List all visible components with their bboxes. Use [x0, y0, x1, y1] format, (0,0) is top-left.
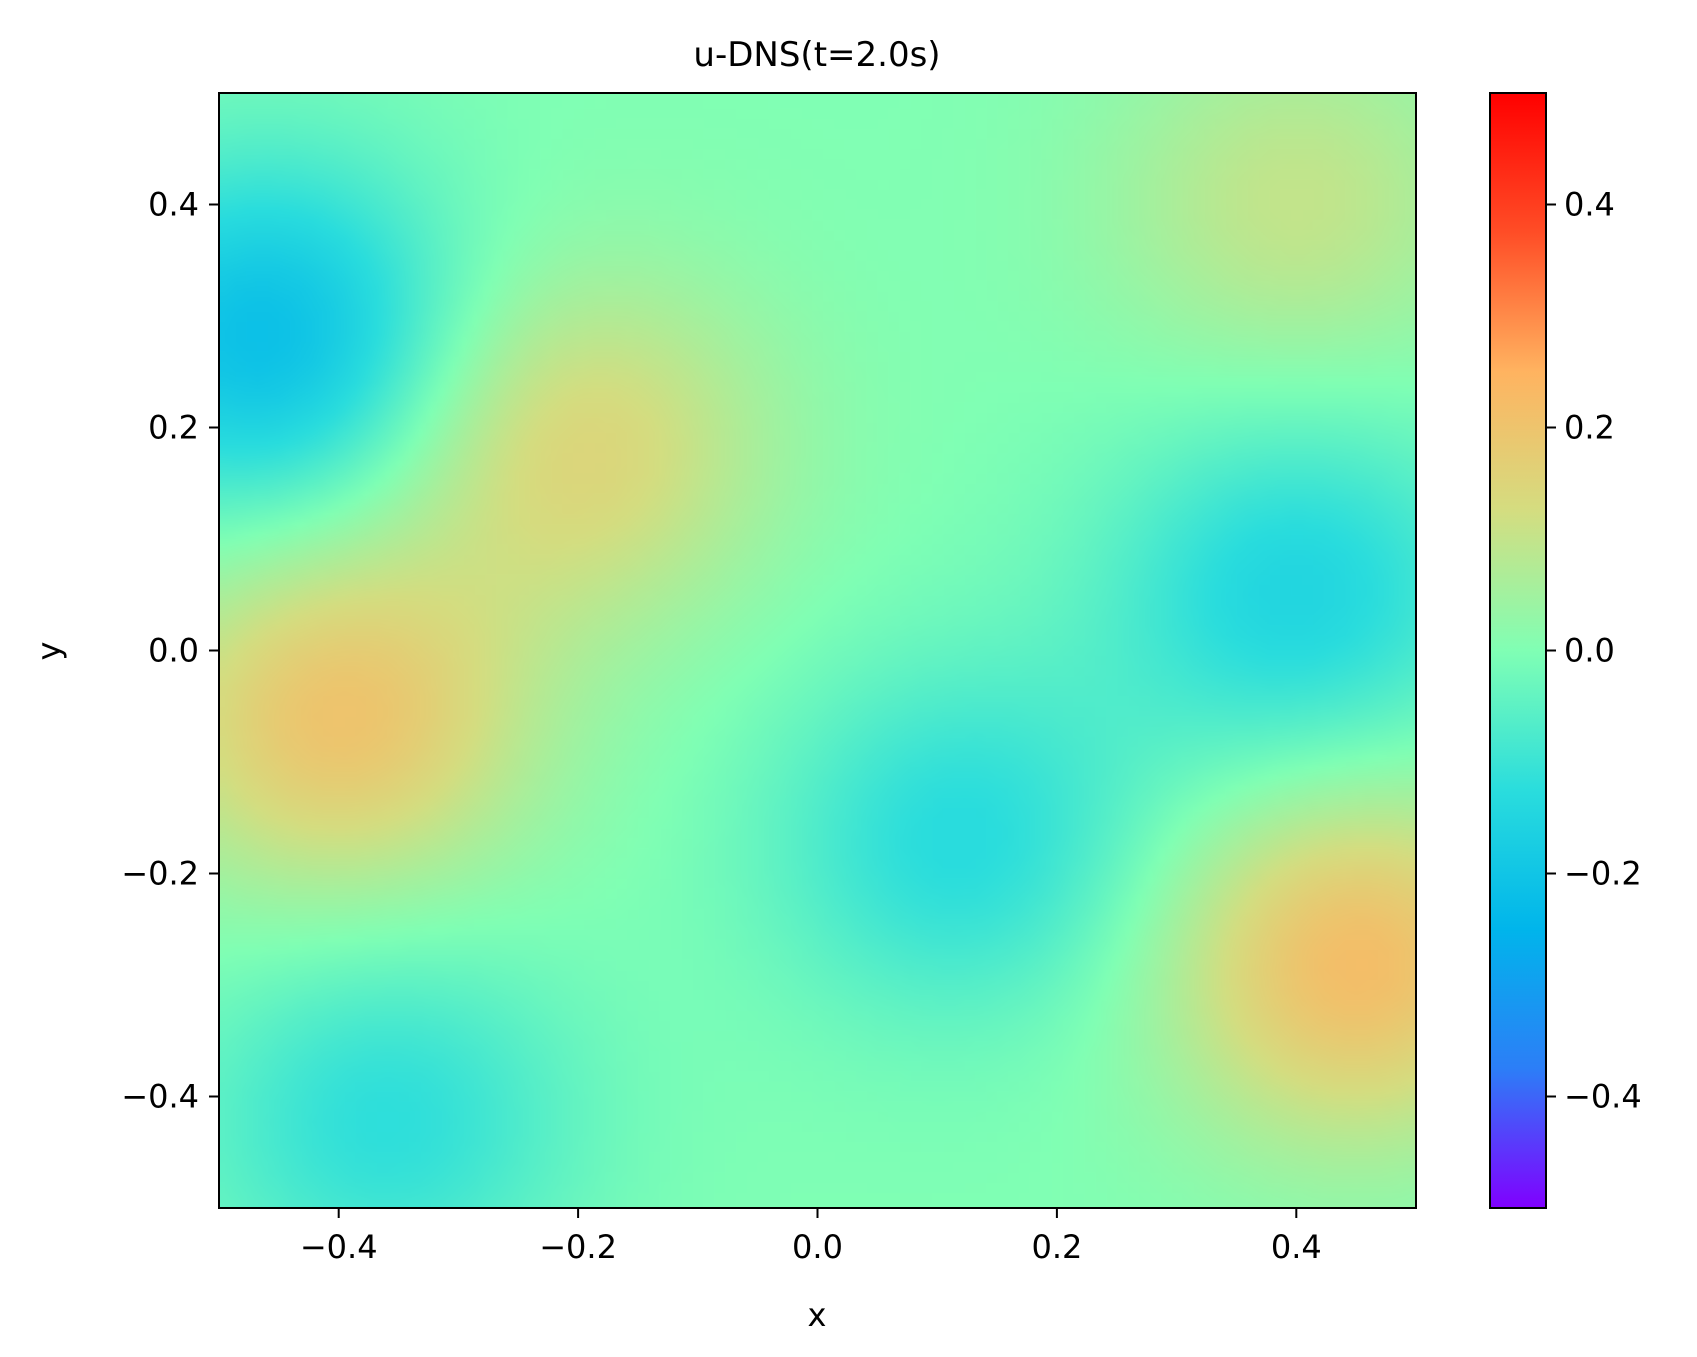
colorbar: −0.4 −0.2 0.0 0.2 0.4 — [1489, 92, 1642, 1209]
x-tick-label: −0.2 — [539, 1228, 617, 1266]
colorbar-ticks: −0.4 −0.2 0.0 0.2 0.4 — [1546, 186, 1642, 1116]
x-tick-label: 0.0 — [792, 1228, 843, 1266]
chart-title: u-DNS(t=2.0s) — [693, 35, 940, 75]
colorbar-tick-label: −0.2 — [1564, 855, 1642, 893]
x-tick-label: 0.2 — [1031, 1228, 1082, 1266]
y-tick-label: 0.0 — [148, 632, 199, 670]
y-axis-ticks: −0.4 −0.2 0.0 0.2 0.4 — [121, 186, 219, 1116]
y-tick-label: −0.2 — [121, 855, 199, 893]
y-tick-label: 0.4 — [148, 186, 199, 224]
y-axis-label: y — [30, 642, 68, 661]
x-axis-label: x — [808, 1296, 827, 1334]
colorbar-tick-label: 0.4 — [1564, 186, 1615, 224]
plot-area — [218, 92, 1417, 1209]
heatmap-field — [219, 93, 1416, 1208]
colorbar-tick-label: 0.2 — [1564, 409, 1615, 447]
y-tick-label: −0.4 — [121, 1078, 199, 1116]
x-tick-label: −0.4 — [300, 1228, 378, 1266]
colorbar-tick-label: −0.4 — [1564, 1078, 1642, 1116]
y-tick-label: 0.2 — [148, 409, 199, 447]
x-axis-ticks: −0.4 −0.2 0.0 0.2 0.4 — [300, 1208, 1322, 1266]
colorbar-tick-label: 0.0 — [1564, 632, 1615, 670]
colorbar-gradient — [1490, 93, 1546, 1208]
x-tick-label: 0.4 — [1271, 1228, 1322, 1266]
